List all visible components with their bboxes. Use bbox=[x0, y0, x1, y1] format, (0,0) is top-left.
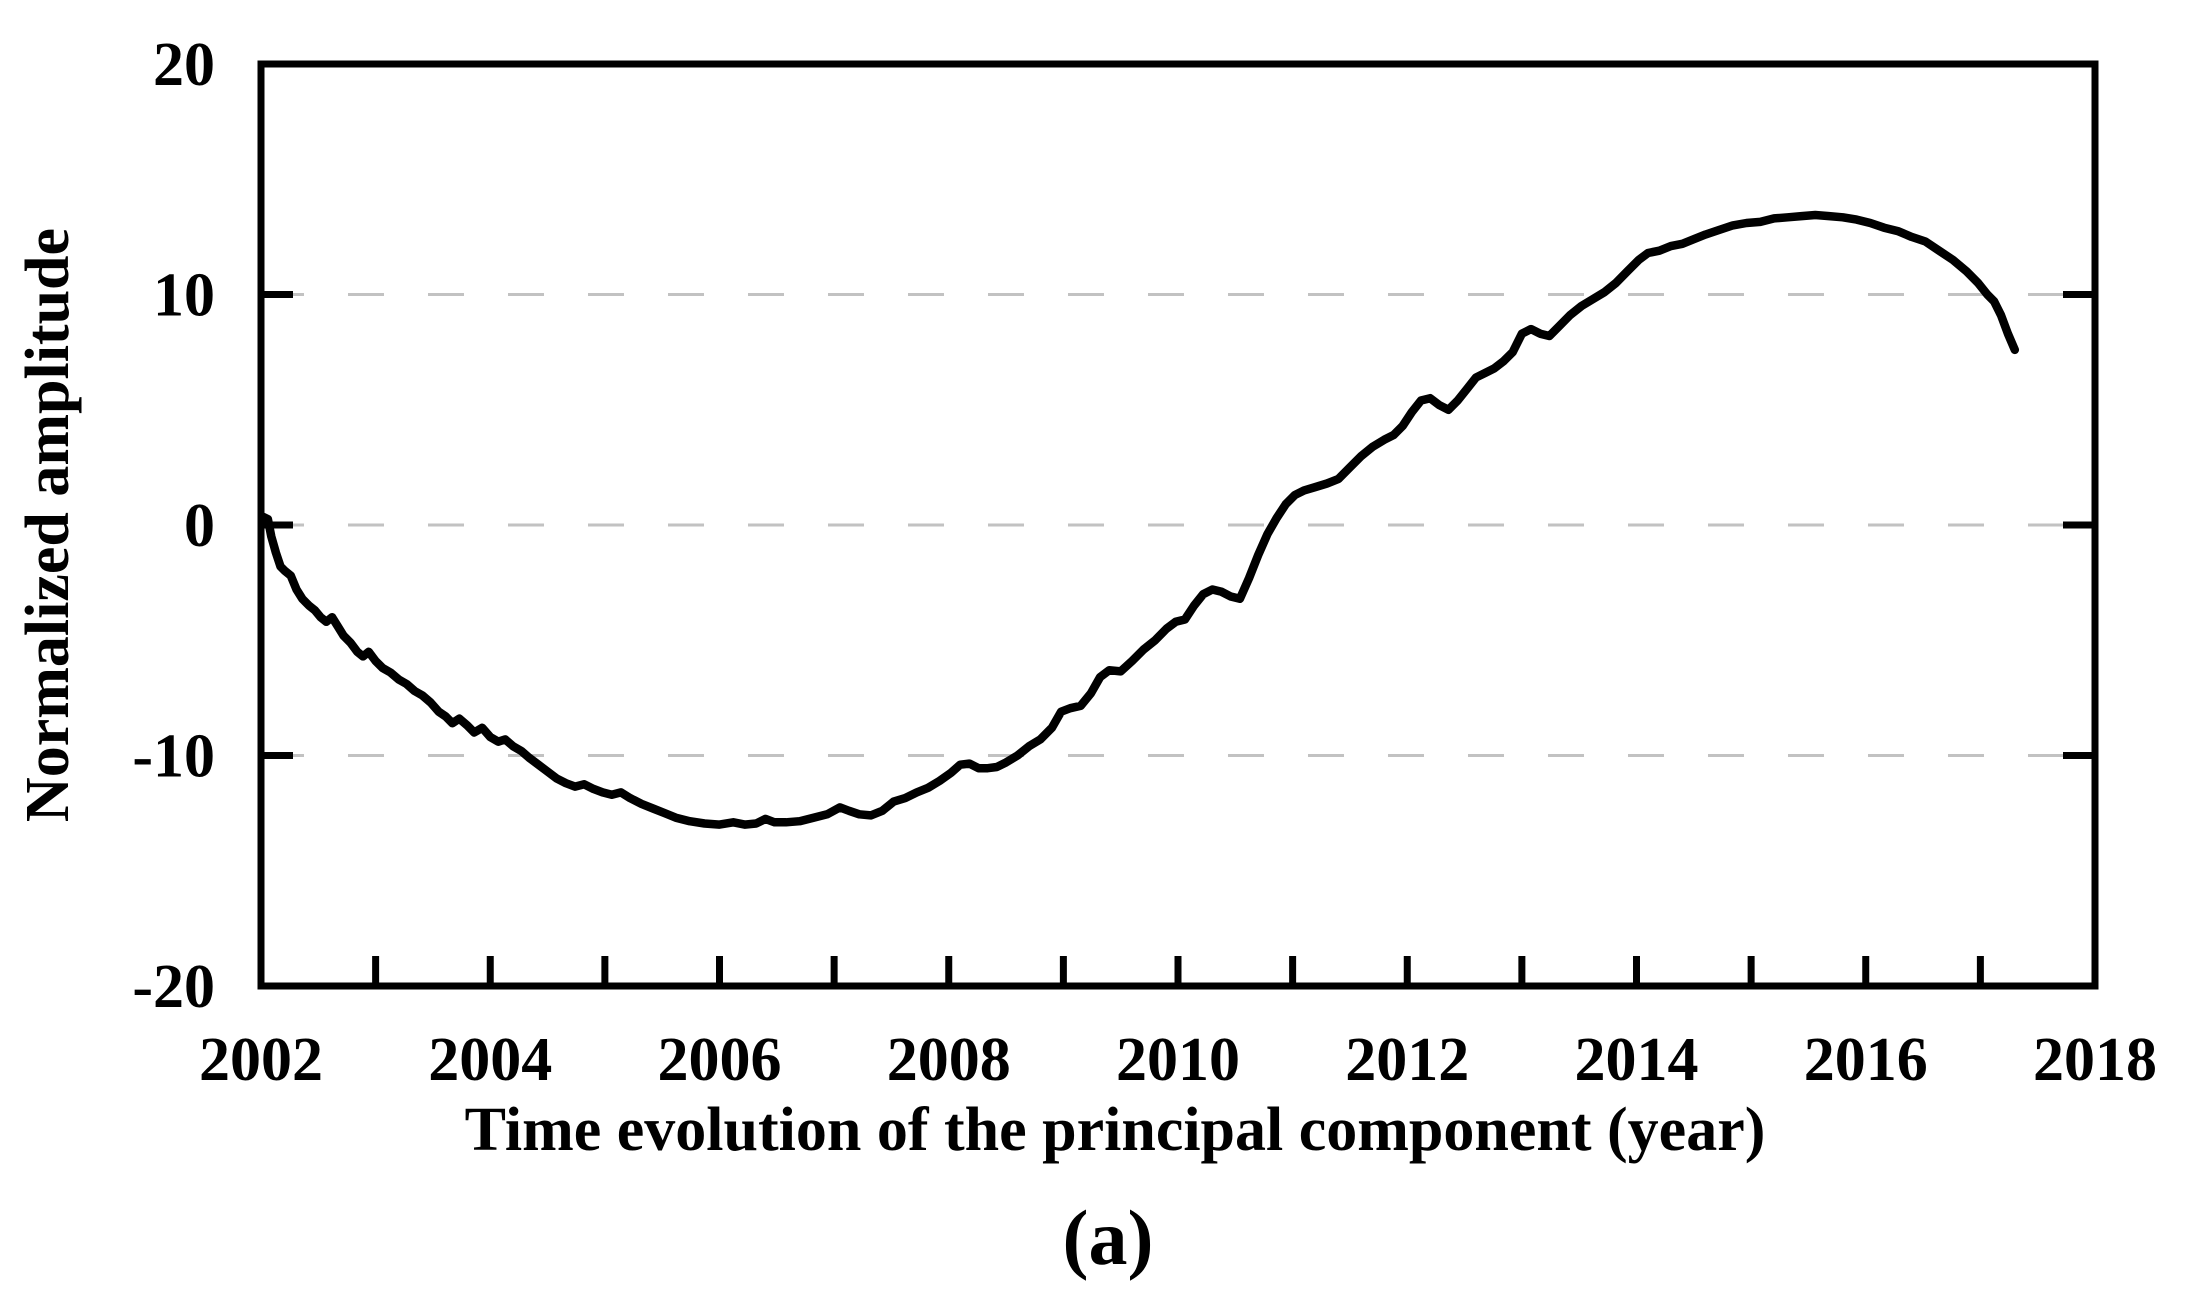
y-tick-label: 10 bbox=[153, 262, 215, 330]
y-axis-tick-labels: 20 10 0 -10 -20 bbox=[132, 31, 215, 1021]
axis-ticks bbox=[261, 291, 2095, 986]
x-tick-label: 2018 bbox=[2033, 1026, 2157, 1094]
x-tick-label: 2002 bbox=[199, 1026, 323, 1094]
x-axis-tick-labels: 2002 2004 2006 2008 2010 2012 2014 2016 2018 bbox=[199, 1026, 2157, 1094]
x-tick-label: 2012 bbox=[1345, 1026, 1469, 1094]
y-tick-label: -20 bbox=[132, 953, 215, 1021]
x-tick-label: 2014 bbox=[1575, 1026, 1699, 1094]
y-tick-label: -10 bbox=[132, 723, 215, 791]
x-axis-title: Time evolution of the principal componen… bbox=[465, 1096, 1766, 1164]
y-axis-title: Normalized amplitude bbox=[14, 228, 82, 822]
gridlines bbox=[268, 293, 2088, 757]
x-tick-label: 2004 bbox=[428, 1026, 552, 1094]
series-line bbox=[259, 210, 2020, 829]
x-tick-label: 2016 bbox=[1804, 1026, 1928, 1094]
x-tick-label: 2010 bbox=[1116, 1026, 1240, 1094]
x-tick-label: 2006 bbox=[658, 1026, 782, 1094]
y-tick-label: 0 bbox=[184, 492, 215, 560]
figure-caption: (a) bbox=[1063, 1194, 1154, 1281]
y-tick-label: 20 bbox=[153, 31, 215, 99]
x-tick-label: 2008 bbox=[887, 1026, 1011, 1094]
